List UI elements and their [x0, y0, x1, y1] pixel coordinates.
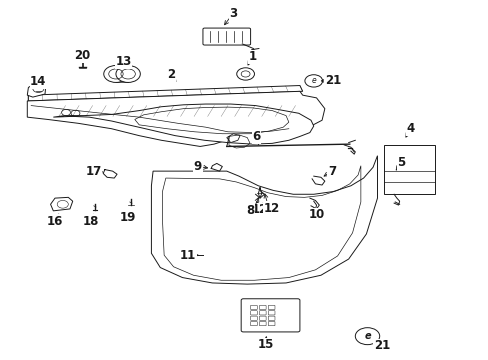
Text: 1: 1 [248, 50, 256, 63]
Text: 6: 6 [252, 130, 260, 143]
Circle shape [355, 328, 379, 345]
Polygon shape [151, 156, 377, 284]
Polygon shape [226, 134, 240, 143]
Text: 2: 2 [167, 68, 175, 81]
Text: e: e [364, 331, 370, 341]
Text: 12: 12 [251, 203, 267, 216]
Text: 15: 15 [257, 338, 273, 351]
Text: 20: 20 [75, 49, 91, 62]
Text: 9: 9 [193, 160, 202, 173]
FancyBboxPatch shape [384, 145, 434, 194]
FancyBboxPatch shape [203, 28, 250, 45]
Text: 21: 21 [325, 75, 341, 87]
Text: 16: 16 [47, 215, 63, 228]
Circle shape [305, 75, 322, 87]
Text: e: e [311, 76, 315, 85]
Text: 11: 11 [180, 249, 196, 262]
Text: 12: 12 [264, 202, 280, 215]
Polygon shape [135, 107, 288, 134]
Text: 8: 8 [245, 204, 254, 217]
Circle shape [103, 66, 128, 82]
Text: 19: 19 [120, 211, 136, 224]
Text: 8: 8 [255, 203, 264, 216]
Text: 13: 13 [115, 55, 132, 68]
Text: 5: 5 [396, 156, 405, 169]
Text: 4: 4 [406, 122, 414, 135]
Polygon shape [28, 86, 302, 101]
Circle shape [116, 66, 140, 82]
Text: 21: 21 [373, 339, 389, 352]
Text: 17: 17 [85, 165, 102, 177]
Text: 7: 7 [327, 165, 335, 177]
Text: 14: 14 [30, 75, 46, 88]
Polygon shape [27, 91, 324, 147]
Polygon shape [53, 104, 313, 144]
Text: 3: 3 [229, 6, 237, 19]
Polygon shape [50, 197, 73, 211]
Circle shape [236, 68, 254, 80]
Text: 18: 18 [82, 215, 99, 228]
FancyBboxPatch shape [241, 299, 299, 332]
Text: 10: 10 [308, 208, 324, 221]
FancyBboxPatch shape [203, 252, 212, 258]
Polygon shape [27, 82, 46, 97]
